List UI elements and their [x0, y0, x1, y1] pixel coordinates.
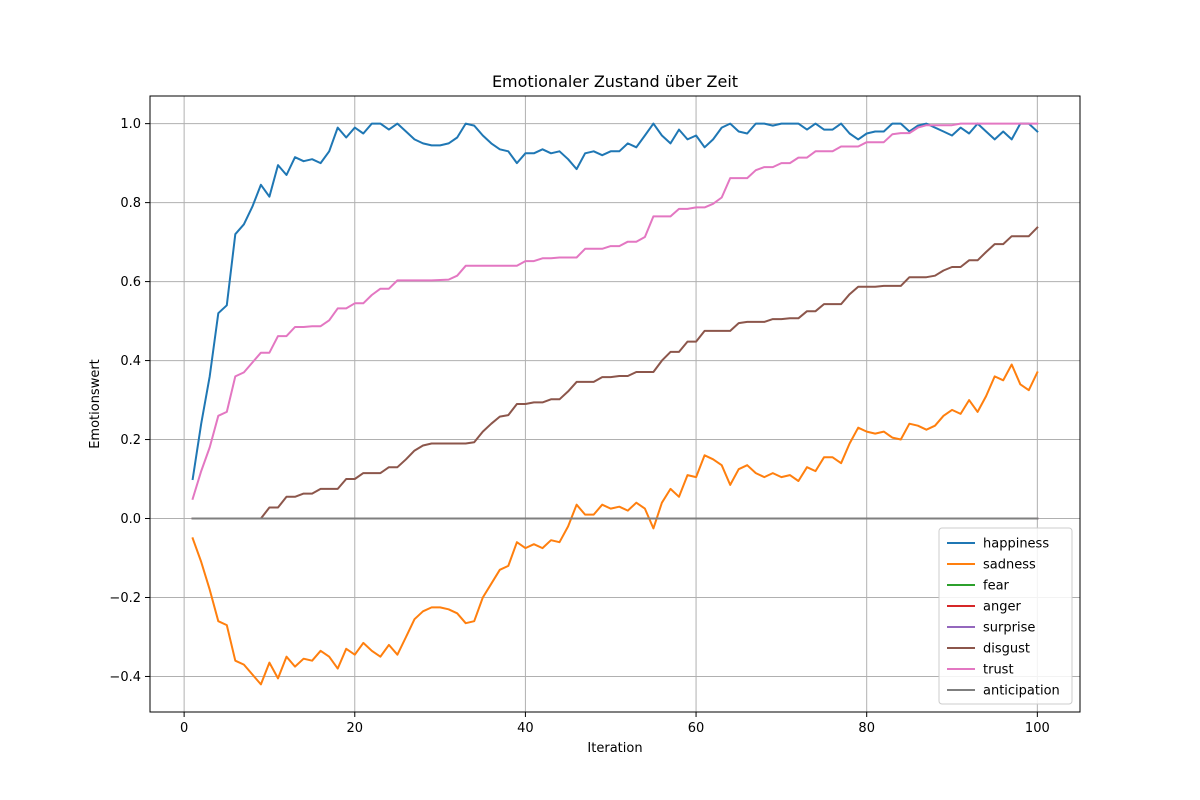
- chart-title: Emotionaler Zustand über Zeit: [492, 72, 738, 91]
- y-tick-label: −0.4: [109, 670, 141, 685]
- y-tick-label: 0.2: [120, 433, 141, 448]
- axis-ticks: 0 20 40 60 80 100 −0.4 −0.2 0.0 0.2 0.4 0.6 0.8 1.0: [109, 117, 1049, 736]
- legend-box: [938, 527, 1073, 705]
- legend-label-fear: fear: [983, 579, 1010, 594]
- series-lines: [191, 122, 1039, 686]
- legend-label-sadness: sadness: [983, 558, 1036, 573]
- x-tick-label: 60: [688, 721, 705, 736]
- y-tick-label: 1.0: [120, 117, 141, 132]
- series-line-happiness: [191, 122, 1039, 481]
- x-tick-label: 100: [1025, 721, 1050, 736]
- legend: happiness sadness fear anger surprise disgust…: [938, 527, 1073, 705]
- series-line-sadness: [191, 363, 1039, 686]
- x-tick-label: 80: [858, 721, 875, 736]
- y-axis-label: Emotionswert: [88, 359, 103, 449]
- plot-frame: [149, 95, 1081, 713]
- legend-label-anticipation: anticipation: [983, 684, 1060, 699]
- legend-label-happiness: happiness: [983, 537, 1049, 552]
- legend-label-anger: anger: [983, 600, 1021, 615]
- y-tick-label: 0.4: [120, 354, 141, 369]
- x-tick-label: 20: [346, 721, 363, 736]
- series-line-trust: [191, 122, 1039, 501]
- x-tick-label: 0: [180, 721, 188, 736]
- y-tick-label: 0.6: [120, 275, 141, 290]
- x-axis-label: Iteration: [587, 741, 642, 756]
- y-tick-label: −0.2: [109, 591, 141, 606]
- legend-label-surprise: surprise: [983, 621, 1035, 636]
- legend-label-disgust: disgust: [983, 642, 1030, 657]
- y-tick-label: 0.0: [120, 512, 141, 527]
- legend-label-trust: trust: [983, 663, 1014, 678]
- series-line-disgust: [191, 226, 1039, 520]
- y-tick-label: 0.8: [120, 196, 141, 211]
- x-tick-label: 40: [517, 721, 534, 736]
